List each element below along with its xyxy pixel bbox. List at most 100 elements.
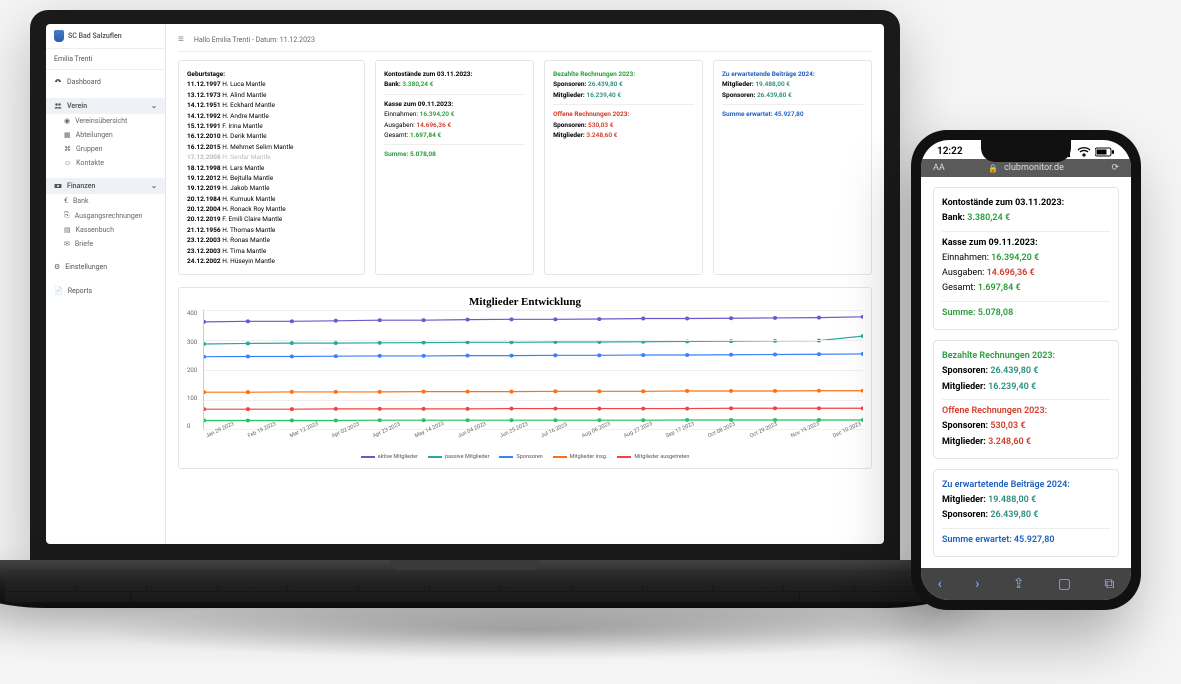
birthday-row: 21.12.1956 H. Thomas Mantle — [187, 225, 356, 235]
nav-forward-icon[interactable]: › — [975, 576, 979, 592]
sidebar-sub-vereinsuebersicht[interactable]: ◉Vereinsübersicht — [46, 114, 165, 128]
birthday-row: 20.12.1984 H. Kumuuk Mantle — [187, 194, 356, 204]
legend-label: aktive Mitglieder — [378, 454, 418, 460]
sidebar-item-reports[interactable]: 📄 Reports — [46, 283, 165, 299]
series-marker — [290, 320, 294, 324]
sidebar-item-dashboard[interactable]: Dashboard — [46, 74, 165, 90]
series-marker — [204, 419, 206, 423]
series-marker — [773, 407, 777, 411]
series-marker — [861, 407, 863, 411]
series-line — [204, 391, 863, 392]
bank-label: Bank: — [384, 80, 401, 88]
expense-label: Ausgaben: — [384, 121, 415, 129]
card-birthdays: Geburtstage: 11.12.1997 H. Luca Mantle13… — [178, 60, 365, 275]
hamburger-icon[interactable]: ≡ — [178, 34, 184, 45]
divider — [942, 231, 1110, 232]
series-marker — [685, 389, 689, 393]
series-marker — [597, 318, 601, 322]
series-marker — [246, 391, 250, 395]
laptop-display: SC Bad Salzuflen Emilia Trenti Dashboard… — [46, 24, 884, 544]
series-marker — [641, 317, 645, 321]
text-size-icon[interactable]: AA — [933, 163, 945, 173]
series-marker — [465, 354, 469, 358]
open-members-label: Mitglieder: — [553, 131, 585, 139]
url-text: clubmonitor.de — [1004, 163, 1064, 173]
series-marker — [509, 390, 513, 394]
sidebar-item-finanzen[interactable]: Finanzen ⌄ — [46, 178, 165, 194]
birthday-row: 24.12.2002 H. Hüseyin Mantle — [187, 256, 356, 266]
sidebar-sub-kontakte[interactable]: ☺Kontakte — [46, 156, 165, 170]
sidebar-item-label: Dashboard — [67, 78, 101, 86]
series-marker — [204, 320, 206, 324]
divider — [942, 528, 1110, 529]
p-total-value: 1.697,84 € — [978, 283, 1021, 293]
cash-title: Kasse zum 09.11.2023: — [384, 100, 453, 108]
series-marker — [641, 390, 645, 394]
money-icon — [54, 182, 62, 190]
nav-tabs-icon[interactable]: ⧉ — [1104, 576, 1114, 592]
sidebar-sub-kassenbuch[interactable]: ▤Kassenbuch — [46, 223, 165, 237]
phone-content[interactable]: Kontostände zum 03.11.2023: Bank: 3.380,… — [921, 177, 1131, 568]
series-marker — [773, 389, 777, 393]
series-marker — [334, 419, 338, 423]
divider — [942, 301, 1110, 302]
total-value: 1.697,84 € — [410, 131, 441, 139]
keyboard-hint — [5, 570, 925, 602]
series-marker — [553, 354, 557, 358]
y-tick: 100 — [187, 395, 197, 402]
series-marker — [422, 419, 426, 423]
letter-icon: ✉ — [64, 240, 70, 248]
series-marker — [729, 389, 733, 393]
p-cash-title: Kasse zum 09.11.2023: — [942, 238, 1038, 248]
series-marker — [204, 342, 206, 346]
gear-icon: ⚙ — [54, 263, 60, 271]
nav-share-icon[interactable]: ⇪ — [1013, 576, 1025, 592]
series-marker — [641, 407, 645, 411]
eye-icon: ◉ — [64, 117, 70, 125]
sidebar-sub-abteilungen[interactable]: ▦Abteilungen — [46, 128, 165, 142]
series-marker — [817, 353, 821, 357]
p-income-value: 16.394,20 € — [991, 253, 1039, 263]
birthday-row: 16.12.2015 H. Mehmet Selim Mantle — [187, 142, 356, 152]
series-marker — [290, 342, 294, 346]
sidebar-item-einstellungen[interactable]: ⚙ Einstellungen — [46, 259, 165, 275]
sidebar-sub-ausgangsrechnungen[interactable]: ⎘Ausgangsrechnungen — [46, 208, 165, 223]
p-open-members-label: Mitglieder: — [942, 437, 986, 447]
sidebar-sub-gruppen[interactable]: ⌘Gruppen — [46, 142, 165, 156]
nav-back-icon[interactable]: ‹ — [938, 576, 942, 592]
legend-swatch — [499, 456, 513, 458]
birthday-row: 19.12.2012 H. Bejtulla Mantle — [187, 173, 356, 183]
series-marker — [817, 316, 821, 320]
app-logo-icon — [54, 30, 64, 42]
p-bank-label: Bank: — [942, 213, 965, 223]
p-paid-members-value: 16.239,40 € — [988, 382, 1036, 392]
series-marker — [553, 407, 557, 411]
reload-icon[interactable]: ⟳ — [1111, 163, 1119, 173]
series-marker — [597, 354, 601, 358]
series-marker — [246, 419, 250, 423]
laptop-hinge — [390, 560, 540, 570]
laptop-mockup: SC Bad Salzuflen Emilia Trenti Dashboard… — [30, 10, 900, 630]
series-marker — [773, 316, 777, 320]
sidebar-sub-briefe[interactable]: ✉Briefe — [46, 237, 165, 251]
birthday-list: 11.12.1997 H. Luca Mantle13.12.1973 H. A… — [187, 79, 356, 266]
sidebar-sub-bank[interactable]: €Bank — [46, 194, 165, 208]
series-marker — [204, 391, 206, 395]
sum-label: Summe: — [384, 150, 408, 158]
p-open-sponsors-label: Sponsoren: — [942, 421, 988, 431]
series-marker — [861, 389, 863, 393]
open-title: Offene Rechnungen 2023: — [553, 110, 629, 118]
series-marker — [422, 319, 426, 323]
series-marker — [246, 355, 250, 359]
nav-bookmarks-icon[interactable]: ▢ — [1058, 576, 1071, 592]
sidebar-item-verein[interactable]: Verein ⌄ — [46, 98, 165, 114]
series-marker — [509, 407, 513, 411]
p-sum-value: 5.078,08 — [978, 308, 1014, 318]
chart-card: Mitglieder Entwicklung 4003002001000 Jan… — [178, 287, 872, 469]
p-paid-members-label: Mitglieder: — [942, 382, 986, 392]
phone-nav: ‹ › ⇪ ▢ ⧉ — [921, 568, 1131, 600]
open-members-value: 3.248,60 € — [586, 131, 617, 139]
sidebar-sub-label: Gruppen — [76, 145, 102, 153]
series-marker — [378, 341, 382, 345]
chevron-down-icon: ⌄ — [151, 102, 157, 110]
